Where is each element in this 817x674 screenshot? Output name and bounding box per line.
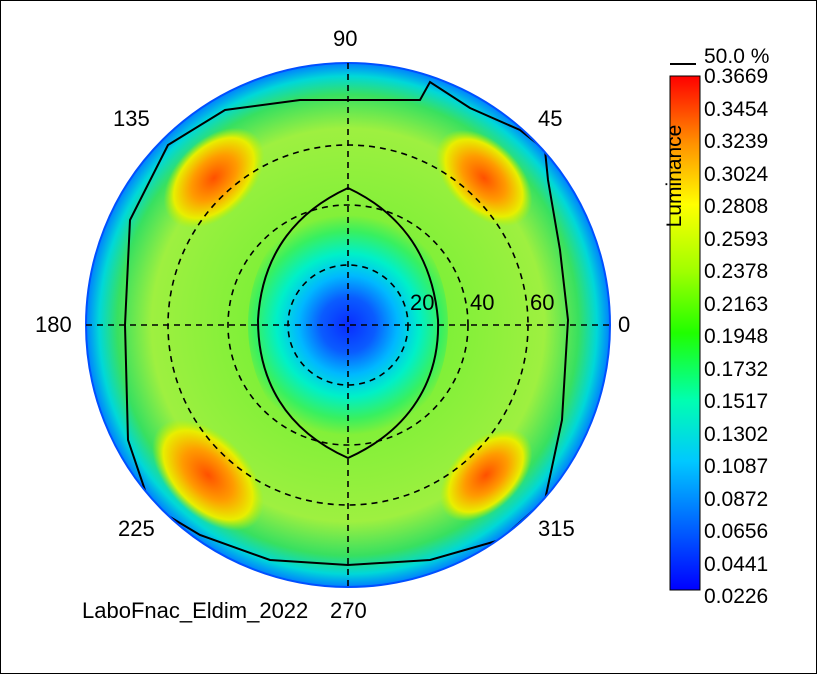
colorbar-tick-label: 0.0441 bbox=[704, 552, 769, 576]
colorbar-tick-label: 0.1087 bbox=[704, 455, 769, 478]
radial-rings bbox=[86, 63, 610, 587]
colorbar-tick-label: 0.3454 bbox=[704, 97, 769, 121]
contour-outer bbox=[123, 80, 570, 567]
hotspot-45 bbox=[435, 129, 533, 227]
angle-label-0: 0 bbox=[618, 312, 631, 337]
colorbar-tick-label: 0.2593 bbox=[704, 227, 769, 251]
hotspot-315 bbox=[439, 428, 533, 522]
radial-label-60: 60 bbox=[530, 290, 555, 315]
angle-label-225: 225 bbox=[118, 516, 155, 541]
colorbar-tick-label: 0.3669 bbox=[704, 65, 769, 88]
colorbar-tick-label: 0.0656 bbox=[704, 520, 769, 543]
footer-text: LaboFnac_Eldim_2022 bbox=[82, 598, 309, 623]
ring-40 bbox=[227, 204, 469, 446]
contour-legend-line bbox=[670, 63, 696, 65]
colorbar-tick-label: 0.0872 bbox=[704, 487, 769, 511]
angle-label-315: 315 bbox=[538, 516, 575, 541]
colorbar-tick-label: 0.2808 bbox=[704, 195, 769, 218]
angle-label-180: 180 bbox=[35, 312, 72, 337]
colorbar-title: Luminance bbox=[663, 124, 686, 228]
colorbar-tick-label: 0.1948 bbox=[704, 325, 769, 348]
angle-label-270: 270 bbox=[330, 598, 367, 623]
center-minimum bbox=[248, 200, 448, 450]
angle-label-90: 90 bbox=[333, 26, 358, 51]
angle-label-45: 45 bbox=[538, 106, 563, 131]
colorbar-tick-label: 0.3239 bbox=[704, 130, 769, 153]
contour-legend-label: 50.0 % bbox=[704, 45, 770, 68]
heatmap-field bbox=[123, 80, 570, 567]
radial-label-20: 20 bbox=[410, 290, 435, 315]
colorbar-tick-label: 0.1517 bbox=[704, 390, 769, 413]
colorbar bbox=[669, 75, 701, 591]
colorbar-tick-label: 0.3024 bbox=[704, 162, 769, 186]
contour-inner bbox=[256, 186, 440, 460]
hotspot-225 bbox=[152, 419, 264, 531]
colorbar-tick-label: 0.2163 bbox=[704, 292, 769, 316]
radial-label-40: 40 bbox=[470, 290, 495, 315]
colorbar-tick-label: 0.1302 bbox=[704, 422, 769, 446]
colorbar-tick-label: 0.0226 bbox=[704, 585, 769, 608]
colorbar-tick-label: 0.1732 bbox=[704, 357, 769, 381]
angle-label-135: 135 bbox=[113, 106, 150, 131]
hotspot-135 bbox=[163, 127, 265, 229]
colorbar-tick-label: 0.2378 bbox=[704, 260, 769, 283]
